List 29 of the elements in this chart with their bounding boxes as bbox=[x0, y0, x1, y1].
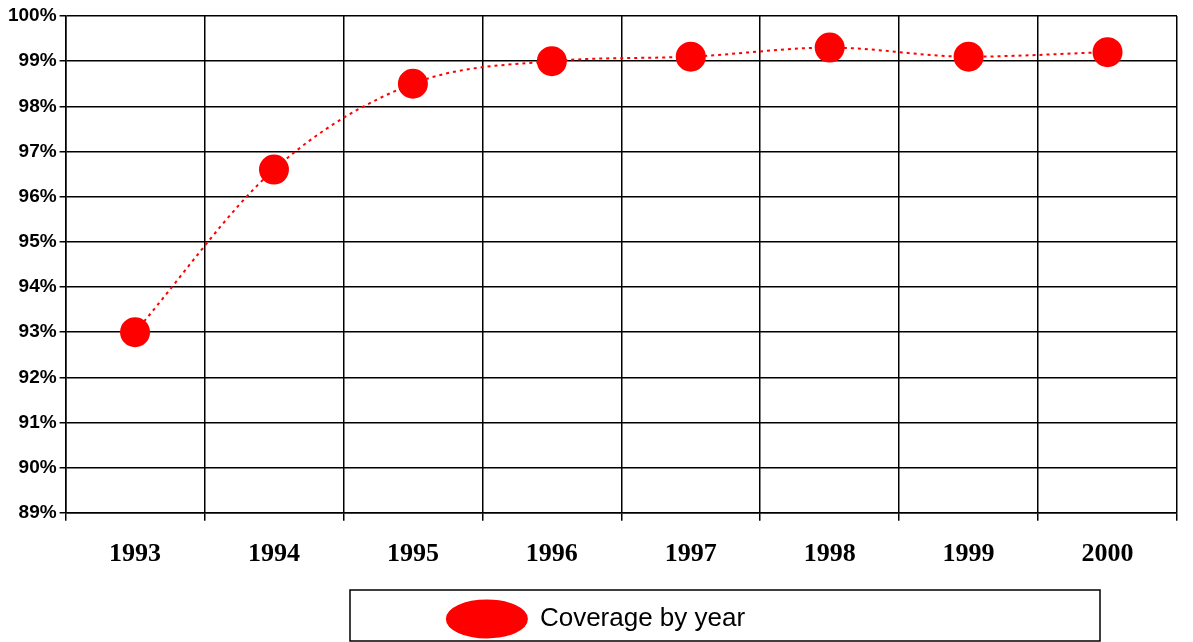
point bbox=[1092, 37, 1123, 68]
y-tick-label: 97% bbox=[18, 139, 57, 161]
y-tick-label: 91% bbox=[18, 410, 57, 432]
y-tick-label: 96% bbox=[18, 184, 57, 206]
y-tick-label: 90% bbox=[18, 455, 57, 477]
point bbox=[258, 154, 289, 185]
point bbox=[814, 32, 845, 63]
x-tick-label: 1994 bbox=[247, 538, 300, 568]
x-tick-label: 1998 bbox=[803, 538, 856, 568]
y-tick-label: 98% bbox=[18, 94, 57, 116]
x-tick-label: 1999 bbox=[942, 538, 995, 568]
x-tick-label: 1995 bbox=[386, 538, 439, 568]
y-tick-label: 89% bbox=[18, 501, 57, 523]
point bbox=[536, 46, 567, 77]
point bbox=[953, 41, 984, 72]
x-tick-label: 1997 bbox=[664, 538, 717, 568]
x-tick-label: 2000 bbox=[1081, 538, 1134, 568]
y-tick-label: 99% bbox=[18, 49, 57, 71]
legend-label: Coverage by year bbox=[539, 602, 746, 633]
point bbox=[397, 68, 428, 99]
y-tick-label: 100% bbox=[7, 4, 57, 26]
point bbox=[675, 41, 706, 72]
x-tick-label: 1996 bbox=[525, 538, 578, 568]
point bbox=[120, 317, 151, 348]
y-tick-label: 95% bbox=[18, 230, 57, 252]
x-tick-label: 1993 bbox=[109, 538, 162, 568]
y-tick-label: 94% bbox=[18, 275, 57, 297]
y-tick-label: 93% bbox=[18, 320, 57, 342]
y-tick-label: 92% bbox=[18, 365, 57, 387]
